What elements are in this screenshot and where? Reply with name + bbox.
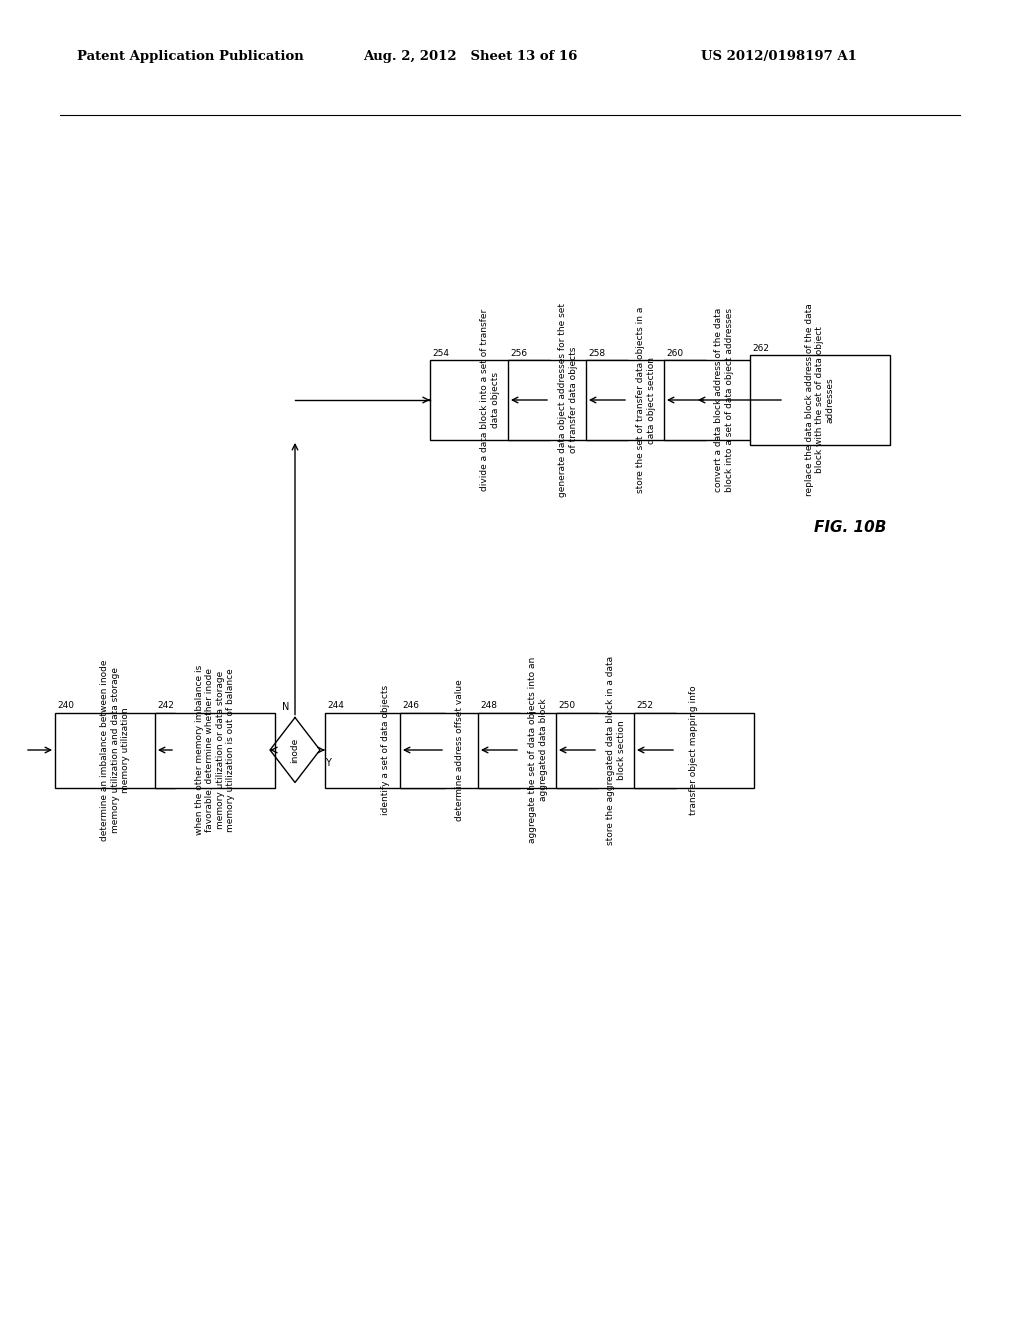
Text: 250: 250 xyxy=(558,701,575,710)
Text: store the set of transfer data objects in a
data object section: store the set of transfer data objects i… xyxy=(636,306,655,494)
Bar xyxy=(750,355,890,445)
Text: 246: 246 xyxy=(402,701,419,710)
Text: Y: Y xyxy=(325,758,331,768)
Text: convert a data block address of the data
block into a set of data object address: convert a data block address of the data… xyxy=(715,308,734,492)
Bar xyxy=(664,360,784,440)
Bar xyxy=(155,713,275,788)
Text: FIG. 10B: FIG. 10B xyxy=(814,520,886,535)
Text: Patent Application Publication: Patent Application Publication xyxy=(77,50,303,63)
Text: N: N xyxy=(282,702,289,713)
Bar xyxy=(430,360,550,440)
Bar xyxy=(508,360,628,440)
Text: transfer object mapping info: transfer object mapping info xyxy=(689,685,698,814)
Text: 248: 248 xyxy=(480,701,497,710)
Text: 242: 242 xyxy=(157,701,174,710)
Bar xyxy=(586,360,706,440)
Text: when the other memory imbalance is
favorable, determine whether inode
memory uti: when the other memory imbalance is favor… xyxy=(195,665,236,836)
Text: generate data object addresses for the set
of transfer data objects: generate data object addresses for the s… xyxy=(558,304,578,498)
Text: 256: 256 xyxy=(510,348,527,358)
Text: replace the data block address of the data
block with the set of data object
add: replace the data block address of the da… xyxy=(805,304,835,496)
Text: aggregate the set of data objects into an
aggregated data block: aggregate the set of data objects into a… xyxy=(528,657,548,843)
Bar xyxy=(634,713,754,788)
Text: identify a set of data objects: identify a set of data objects xyxy=(381,685,389,814)
Bar xyxy=(556,713,676,788)
Text: divide a data block into a set of transfer
data objects: divide a data block into a set of transf… xyxy=(480,309,500,491)
Text: US 2012/0198197 A1: US 2012/0198197 A1 xyxy=(701,50,857,63)
Bar xyxy=(55,713,175,788)
Text: inode: inode xyxy=(291,738,299,763)
Text: Aug. 2, 2012   Sheet 13 of 16: Aug. 2, 2012 Sheet 13 of 16 xyxy=(364,50,578,63)
Text: 254: 254 xyxy=(432,348,449,358)
Bar xyxy=(325,713,445,788)
Text: determine an imbalance between inode
memory utilization and data storage
memory : determine an imbalance between inode mem… xyxy=(100,659,130,841)
Text: 258: 258 xyxy=(588,348,605,358)
Text: 262: 262 xyxy=(752,345,769,352)
Text: store the aggregated data block in a data
block section: store the aggregated data block in a dat… xyxy=(606,656,626,845)
Bar xyxy=(400,713,520,788)
Text: 244: 244 xyxy=(327,701,344,710)
Text: 252: 252 xyxy=(636,701,653,710)
Text: 240: 240 xyxy=(57,701,74,710)
Bar xyxy=(478,713,598,788)
Text: 260: 260 xyxy=(666,348,683,358)
Text: determine address offset value: determine address offset value xyxy=(456,678,465,821)
